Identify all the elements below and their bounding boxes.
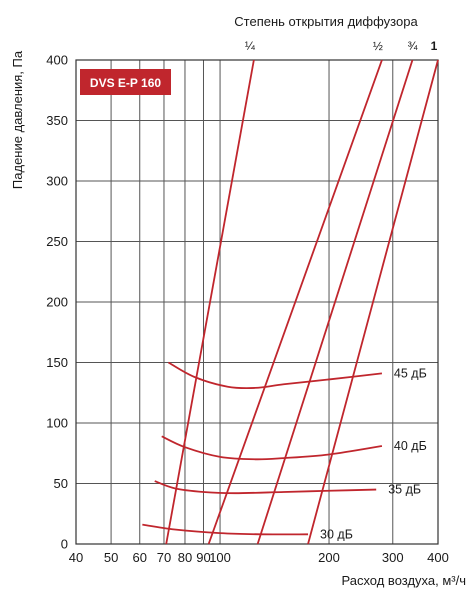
- x-tick-label: 90: [196, 550, 210, 565]
- opening-line-¾: [256, 59, 414, 545]
- x-tick-label: 60: [133, 550, 147, 565]
- labels: ¼ ½ ¾ 1 45 дБ 40 дБ 35 дБ 30 дБ: [245, 39, 438, 541]
- y-tick-label: 350: [46, 113, 68, 128]
- noise-curve-45-дб: [167, 361, 383, 390]
- opening-line-¼: [165, 59, 255, 545]
- y-tick-label: 200: [46, 295, 68, 310]
- x-tick-label: 300: [382, 550, 404, 565]
- plot-frame: [75, 59, 439, 545]
- opening-label-½: ½: [373, 39, 383, 53]
- x-tick-label: 100: [209, 550, 231, 565]
- opening-label-¼: ¼: [245, 39, 256, 53]
- y-axis-title: Падение давления, Па: [10, 50, 25, 189]
- opening-label-¾: ¾: [407, 39, 418, 53]
- noise-curve-40-дб: [161, 435, 383, 461]
- opening-line-1: [307, 59, 439, 545]
- y-tick-label: 400: [46, 53, 68, 68]
- x-tick-label: 40: [69, 550, 83, 565]
- noise-curve-30-дб: [142, 523, 309, 536]
- x-tick-label: 80: [178, 550, 192, 565]
- series: [142, 59, 439, 545]
- y-tick-label: 150: [46, 355, 68, 370]
- x-tick-label: 400: [427, 550, 449, 565]
- y-tick-label: 0: [61, 537, 68, 552]
- y-tick-label: 100: [46, 416, 68, 431]
- noise-label-35-дб: 35 дБ: [388, 483, 421, 497]
- noise-curve-35-дб: [154, 480, 377, 495]
- noise-label-40-дб: 40 дБ: [394, 439, 427, 453]
- grid: [75, 59, 439, 545]
- x-tick-label: 200: [318, 550, 340, 565]
- y-tick-label: 250: [46, 234, 68, 249]
- noise-label-30-дб: 30 дБ: [320, 527, 353, 541]
- x-axis-title: Расход воздуха, м³/ч: [341, 573, 466, 588]
- x-tick-label: 70: [157, 550, 171, 565]
- y-tick-label: 50: [54, 476, 68, 491]
- opening-line-½: [207, 59, 383, 545]
- x-tick-label: 50: [104, 550, 118, 565]
- top-axis-title: Степень открытия диффузора: [234, 14, 418, 29]
- noise-label-45-дб: 45 дБ: [394, 366, 427, 380]
- opening-label-1: 1: [431, 39, 438, 53]
- chart-title: DVS E-P 160: [90, 76, 161, 90]
- chart-title-badge: [80, 69, 171, 95]
- y-tick-label: 300: [46, 174, 68, 189]
